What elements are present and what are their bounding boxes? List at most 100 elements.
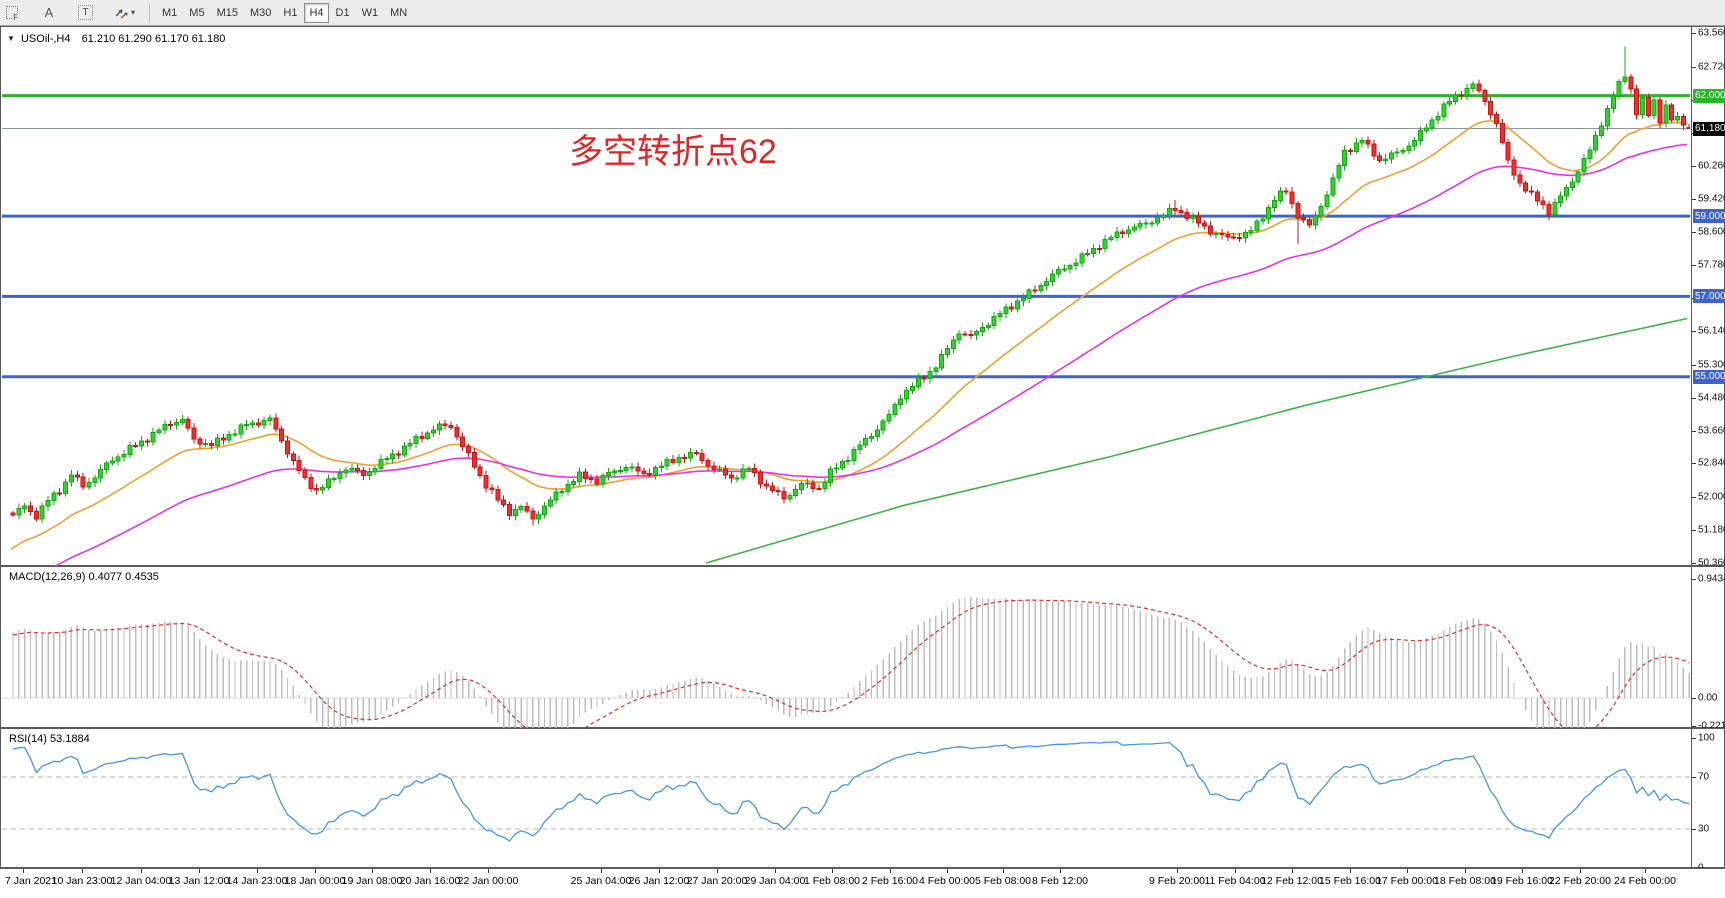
price-tick-label: 60.260 [1698, 160, 1725, 171]
price-tick-mark [1692, 330, 1696, 332]
time-axis-label: 7 Jan 2021 [5, 875, 57, 887]
time-axis-label: 27 Jan 20:00 [686, 875, 748, 887]
time-tick-mark [1060, 869, 1061, 873]
time-tick-mark [1350, 869, 1351, 873]
timeframe-button-d1[interactable]: D1 [335, 6, 350, 19]
time-tick-mark [1177, 869, 1178, 873]
macd-signal-line [12, 599, 1690, 728]
time-tick-mark [1580, 869, 1581, 873]
macd-tick-label: 0.9434 [1698, 573, 1725, 585]
timeframe-button-m5[interactable]: M5 [189, 6, 205, 19]
time-tick-mark [832, 869, 833, 873]
ma-fast-line [10, 120, 1688, 550]
current-price-label: 61.180 [1693, 121, 1725, 136]
time-tick-mark [1003, 869, 1004, 873]
timeframe-button-m15[interactable]: M15 [216, 6, 238, 19]
rsi-tick-label: 100 [1698, 732, 1715, 744]
timeframe-button-m1[interactable]: M1 [162, 6, 178, 19]
rsi-axis[interactable]: 10070300 [1691, 729, 1724, 874]
macd-tick-mark [1692, 725, 1696, 727]
price-tick-label: 52.840 [1698, 457, 1725, 469]
price-tick-mark [1692, 497, 1696, 499]
time-axis-label: 15 Feb 16:00 [1319, 875, 1381, 887]
time-tick-mark [488, 869, 489, 873]
price-tick-mark [1692, 33, 1696, 34]
hline-price-label: 59.000 [1693, 209, 1725, 224]
grid-template-tool[interactable]: F [1, 3, 23, 23]
macd-axis[interactable]: 0.9434 0.00 -0.2213 [1691, 567, 1725, 731]
time-tick-mark [601, 869, 602, 873]
text-label-tool[interactable]: A [38, 3, 60, 23]
time-axis-label: 18 Jan 00:00 [284, 875, 346, 887]
price-axis[interactable]: 63.56062.72061.90061.06060.26059.42058.6… [1691, 27, 1725, 569]
time-axis-label: 14 Jan 23:00 [226, 875, 288, 887]
timeframe-button-h1[interactable]: H1 [283, 6, 298, 19]
timeframe-button-m30[interactable]: M30 [249, 6, 272, 19]
rsi-tick-label: 70 [1698, 771, 1710, 783]
time-axis-label: 5 Feb 08:00 [974, 875, 1032, 887]
time-tick-mark [372, 869, 373, 873]
time-axis-label: 19 Jan 08:00 [341, 875, 403, 887]
timeframe-button-w1[interactable]: W1 [361, 6, 379, 19]
price-tick-mark [1692, 430, 1696, 432]
rsi-indicator-panel[interactable]: RSI(14) 53.1884 10070300 [0, 728, 1725, 874]
price-tick-label: 52.000 [1698, 491, 1725, 503]
timeframe-button-h4[interactable]: H4 [304, 2, 329, 23]
timeframe-button-mn[interactable]: MN [390, 6, 408, 19]
time-tick-mark [199, 869, 200, 873]
time-axis-label: 8 Feb 12:00 [1031, 875, 1089, 887]
macd-indicator-panel[interactable]: MACD(12,26,9) 0.4077 0.4535 0.9434 0.00 -0… [0, 566, 1725, 731]
price-tick-mark [1692, 232, 1696, 234]
price-tick-mark [1692, 199, 1696, 201]
price-tick-mark [1692, 397, 1696, 399]
arrows-dropdown-caret[interactable]: ▾ [131, 8, 136, 17]
time-axis-label: 11 Feb 04:00 [1204, 875, 1266, 887]
chart-toolbar: F A T ▾ M1 M5 M15 M30 H1 H4 D1 W1 MN [0, 0, 1725, 26]
macd-header: MACD(12,26,9) 0.4077 0.4535 [9, 571, 159, 583]
rsi-canvas[interactable] [1, 729, 1725, 869]
time-axis-label: 17 Feb 00:00 [1376, 875, 1438, 887]
time-axis[interactable]: 7 Jan 2021 10 Jan 23:00 12 Jan 04:00 13 Jan… [0, 868, 1725, 898]
time-axis-label: 12 Jan 04:00 [110, 875, 172, 887]
time-tick-mark [82, 869, 83, 873]
time-tick-mark [257, 869, 258, 873]
time-axis-label: 2 Feb 16:00 [861, 875, 919, 887]
macd-tick-mark [1692, 698, 1696, 699]
rsi-tick-mark [1692, 829, 1696, 830]
price-tick-label: 53.660 [1698, 425, 1725, 436]
price-tick-label: 56.140 [1698, 325, 1725, 337]
price-tick-mark [1692, 463, 1696, 465]
time-axis-label: 9 Feb 20:00 [1148, 875, 1206, 887]
chart-ohlc-header: ▼ USOil-,H4 61.210 61.290 61.170 61.180 [7, 33, 225, 45]
price-canvas[interactable] [1, 27, 1725, 567]
price-tick-label: 54.480 [1698, 392, 1725, 404]
time-axis-label: 10 Jan 23:00 [51, 875, 113, 887]
time-tick-mark [1465, 869, 1466, 873]
text-box-tool[interactable]: T [73, 3, 98, 23]
time-tick-mark [890, 869, 891, 873]
time-tick-mark [947, 869, 948, 873]
symbol-timeframe-label: USOil-,H4 [20, 33, 71, 45]
time-axis-label: 29 Jan 04:00 [744, 875, 806, 887]
macd-canvas[interactable] [1, 567, 1725, 729]
price-tick-label: 59.420 [1698, 193, 1725, 205]
price-tick-label: 50.360 [1698, 557, 1725, 569]
rsi-plot-layer [2, 741, 1690, 842]
time-tick-mark [775, 869, 776, 873]
rsi-tick-mark [1692, 738, 1696, 739]
toolbar-separator [149, 3, 151, 22]
macd-tick-label: 0.00 [1698, 692, 1718, 704]
rsi-line [12, 741, 1690, 842]
ohlc-values: 61.210 61.290 61.170 61.180 [81, 33, 226, 45]
time-axis-label: 12 Feb 12:00 [1261, 875, 1323, 887]
candles-layer [10, 46, 1690, 526]
chevron-down-icon[interactable]: ▼ [7, 34, 15, 43]
price-tick-mark [1692, 66, 1696, 68]
time-tick-mark [717, 869, 718, 873]
arrow-objects-tool[interactable]: ▾ [109, 3, 140, 23]
ma-trend-line [705, 317, 1688, 564]
time-axis-label: 18 Feb 08:00 [1434, 875, 1496, 887]
price-chart-panel[interactable]: ▼ USOil-,H4 61.210 61.290 61.170 61.180 … [0, 26, 1725, 569]
grid-icon: F [6, 6, 18, 22]
macd-histogram [12, 597, 1690, 728]
